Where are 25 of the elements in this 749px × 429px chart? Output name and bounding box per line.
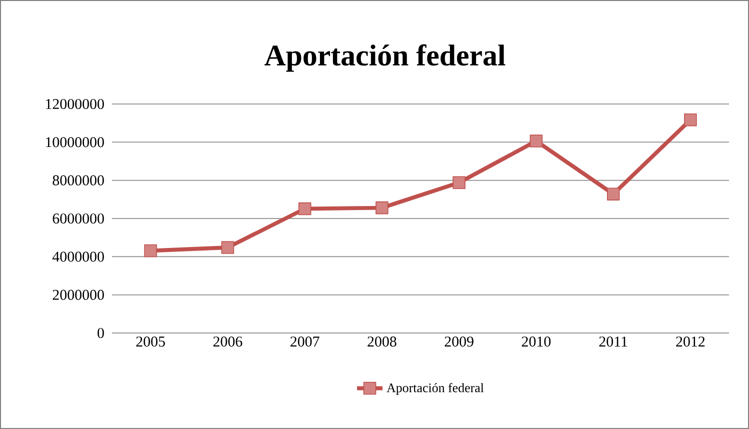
point xyxy=(606,188,620,200)
x-tick-label: 2011 xyxy=(599,336,628,347)
y-tick-label: 4000000 xyxy=(52,252,104,262)
x-tick-label: 2008 xyxy=(368,336,396,347)
y-tick-label: 12000000 xyxy=(46,98,104,110)
point xyxy=(452,176,466,189)
y-tick-label: 2000000 xyxy=(52,290,104,300)
point xyxy=(376,201,388,214)
y-tick-label: 8000000 xyxy=(52,175,104,186)
x-tick-label: 2010 xyxy=(522,336,551,347)
x-tick-label: 2006 xyxy=(213,336,242,347)
y-tick-label: 10000000 xyxy=(46,137,104,148)
y-tick-label: 6000000 xyxy=(52,213,104,224)
x-tick-label: 2007 xyxy=(290,336,320,347)
chart-title: Aportación federal xyxy=(264,44,506,72)
legend-label: Aportación federal xyxy=(386,382,484,395)
x-tick-label: 2009 xyxy=(444,336,474,347)
point xyxy=(530,134,543,148)
x-tick-label: 2005 xyxy=(136,336,165,347)
point xyxy=(144,244,157,258)
point xyxy=(684,113,697,126)
x-tick-label: 2012 xyxy=(676,336,705,347)
point xyxy=(298,202,312,216)
point xyxy=(221,241,234,254)
y-tick-label: 0 xyxy=(98,328,104,338)
